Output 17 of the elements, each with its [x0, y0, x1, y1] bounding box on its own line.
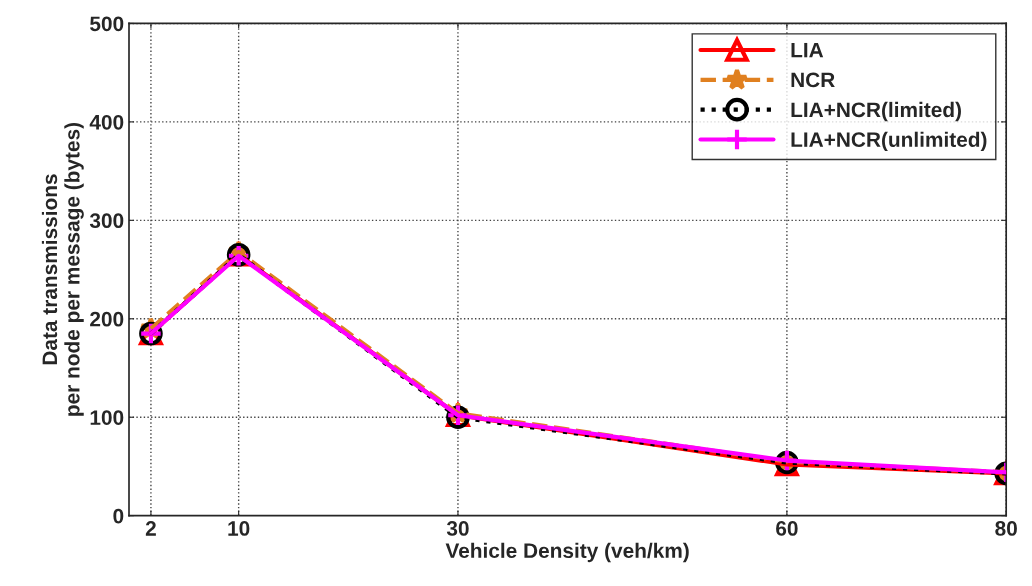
y-tick-label: 500	[90, 16, 124, 32]
legend-label: LIA	[791, 42, 824, 58]
y-tick-label: 300	[89, 213, 124, 229]
y-tick-label: 0	[113, 508, 124, 524]
x-axis-title: Vehicle Density (veh/km)	[445, 542, 689, 563]
legend-label: LIA+NCR(unlimited)	[791, 131, 987, 152]
x-tick-label: 2	[145, 521, 156, 536]
x-tick-label: 60	[776, 521, 798, 536]
y-axis-title: Data transmissions per node per message (bytes)	[41, 122, 84, 416]
y-tick-label: 200	[90, 311, 124, 327]
legend-label: LIA+NCR(limited)	[791, 101, 961, 122]
x-tick-label: 10	[228, 521, 250, 536]
x-tick-label: 30	[446, 521, 469, 536]
x-tick-label: 80	[995, 521, 1017, 536]
legend-label: NCR	[791, 72, 835, 88]
y-tick-label: 100	[90, 410, 124, 425]
y-tick-label: 400	[89, 114, 124, 130]
